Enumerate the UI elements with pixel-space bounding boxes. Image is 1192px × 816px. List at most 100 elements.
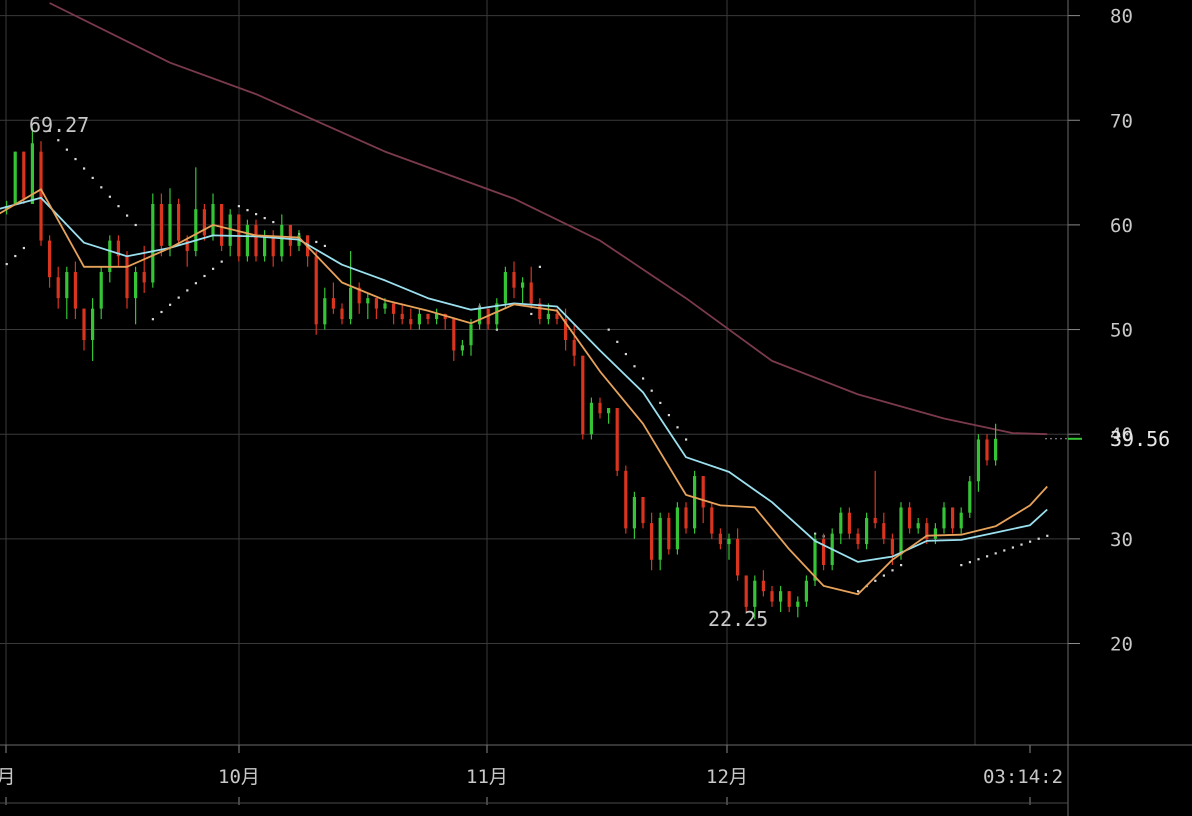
sar-dot bbox=[633, 365, 636, 368]
sar-dot bbox=[74, 157, 77, 161]
x-tick-label: 10月 bbox=[218, 766, 260, 788]
sar-dot bbox=[607, 328, 610, 331]
sar-dot bbox=[900, 564, 903, 567]
candle-body bbox=[331, 298, 335, 309]
candle-body bbox=[177, 203, 181, 241]
sar-dot bbox=[968, 561, 971, 564]
candle-body bbox=[624, 470, 628, 529]
candle-body bbox=[383, 303, 387, 309]
sar-dot bbox=[616, 340, 619, 343]
x-tick-label: 11月 bbox=[466, 766, 508, 788]
candle-body bbox=[99, 271, 103, 309]
candle-body bbox=[452, 319, 456, 351]
candle-body bbox=[280, 224, 284, 257]
candle-body bbox=[796, 601, 800, 607]
candle-body bbox=[985, 439, 989, 461]
candle-body bbox=[822, 538, 826, 566]
candle-body bbox=[168, 203, 172, 246]
candle-body bbox=[374, 298, 378, 309]
candle-body bbox=[340, 308, 344, 320]
candle-body bbox=[675, 507, 679, 550]
candle-body bbox=[469, 324, 473, 346]
candle-body bbox=[572, 340, 576, 356]
sar-dot bbox=[667, 414, 670, 417]
sar-dot bbox=[263, 216, 266, 220]
sar-dot bbox=[977, 558, 980, 561]
sar-dot bbox=[891, 569, 894, 572]
candle-body bbox=[847, 512, 851, 534]
candle-body bbox=[890, 538, 894, 555]
sar-dot bbox=[272, 220, 275, 224]
sar-dot bbox=[5, 262, 8, 266]
candle-body bbox=[813, 538, 817, 581]
ma-short-line bbox=[0, 188, 1048, 596]
candle-body bbox=[839, 512, 843, 534]
high-price-label: 69.27 bbox=[29, 113, 89, 137]
candle-body bbox=[976, 439, 980, 482]
candle-body bbox=[701, 476, 705, 508]
axis-labels: 80 70 60 50 40 30 20 月 10月 11月 12月 03:14:2 bbox=[0, 6, 1133, 788]
candle-body bbox=[529, 282, 533, 304]
candle-body bbox=[727, 538, 731, 545]
last-price-label: 39.56 bbox=[1110, 427, 1170, 451]
candle-body bbox=[546, 313, 550, 320]
candle-body bbox=[228, 214, 232, 246]
candle-body bbox=[39, 151, 43, 241]
candle-body bbox=[56, 277, 60, 299]
sar-dot bbox=[126, 214, 129, 217]
sar-dot bbox=[237, 205, 240, 208]
sar-dot bbox=[194, 282, 197, 285]
sar-dot bbox=[186, 289, 189, 292]
candle-body bbox=[435, 313, 439, 320]
candle-body bbox=[736, 538, 740, 576]
ma-long-path bbox=[49, 2, 1048, 436]
candle-body bbox=[641, 496, 645, 524]
sar-dot bbox=[1020, 543, 1023, 546]
sar-dots bbox=[5, 129, 1049, 593]
sar-dot bbox=[994, 552, 997, 555]
sar-dot bbox=[169, 303, 172, 306]
sar-dot bbox=[960, 564, 963, 567]
candle-body bbox=[925, 523, 929, 539]
sar-dot bbox=[65, 148, 68, 151]
candle-body bbox=[916, 523, 920, 529]
candle-body bbox=[73, 271, 77, 309]
y-tick-label: 80 bbox=[1110, 6, 1133, 28]
candle-body bbox=[495, 303, 499, 325]
candle-body bbox=[581, 355, 585, 435]
sar-dot bbox=[22, 246, 25, 250]
candle-body bbox=[323, 298, 327, 325]
candle-body bbox=[392, 303, 396, 314]
candle-body bbox=[366, 298, 370, 304]
candle-body bbox=[142, 271, 146, 283]
sar-dot bbox=[659, 401, 662, 405]
candle-body bbox=[658, 517, 662, 560]
candle-body bbox=[968, 481, 972, 513]
candle-body bbox=[48, 240, 52, 278]
candle-body bbox=[30, 143, 34, 204]
sar-dot bbox=[160, 310, 163, 314]
sar-dot bbox=[1046, 534, 1049, 537]
candle-body bbox=[409, 319, 413, 325]
candle-body bbox=[933, 528, 937, 539]
sar-dot bbox=[315, 240, 318, 244]
ma-short-path bbox=[0, 188, 1048, 596]
candle-body bbox=[684, 507, 688, 529]
candle-body bbox=[761, 580, 765, 592]
sar-dot bbox=[83, 167, 86, 170]
sar-dot bbox=[323, 244, 326, 248]
candle-body bbox=[856, 533, 860, 545]
candle-body bbox=[202, 209, 206, 236]
sar-dot bbox=[1029, 540, 1032, 543]
candle-body bbox=[959, 512, 963, 529]
sar-dot bbox=[624, 352, 627, 356]
sar-dot bbox=[495, 328, 498, 331]
y-tick-label: 50 bbox=[1110, 320, 1133, 342]
sar-dot bbox=[1037, 537, 1040, 540]
candle-body bbox=[13, 151, 17, 204]
candle-body bbox=[159, 203, 163, 246]
candle-body bbox=[908, 507, 912, 529]
sar-dot bbox=[91, 176, 94, 180]
candle-body bbox=[245, 224, 249, 257]
